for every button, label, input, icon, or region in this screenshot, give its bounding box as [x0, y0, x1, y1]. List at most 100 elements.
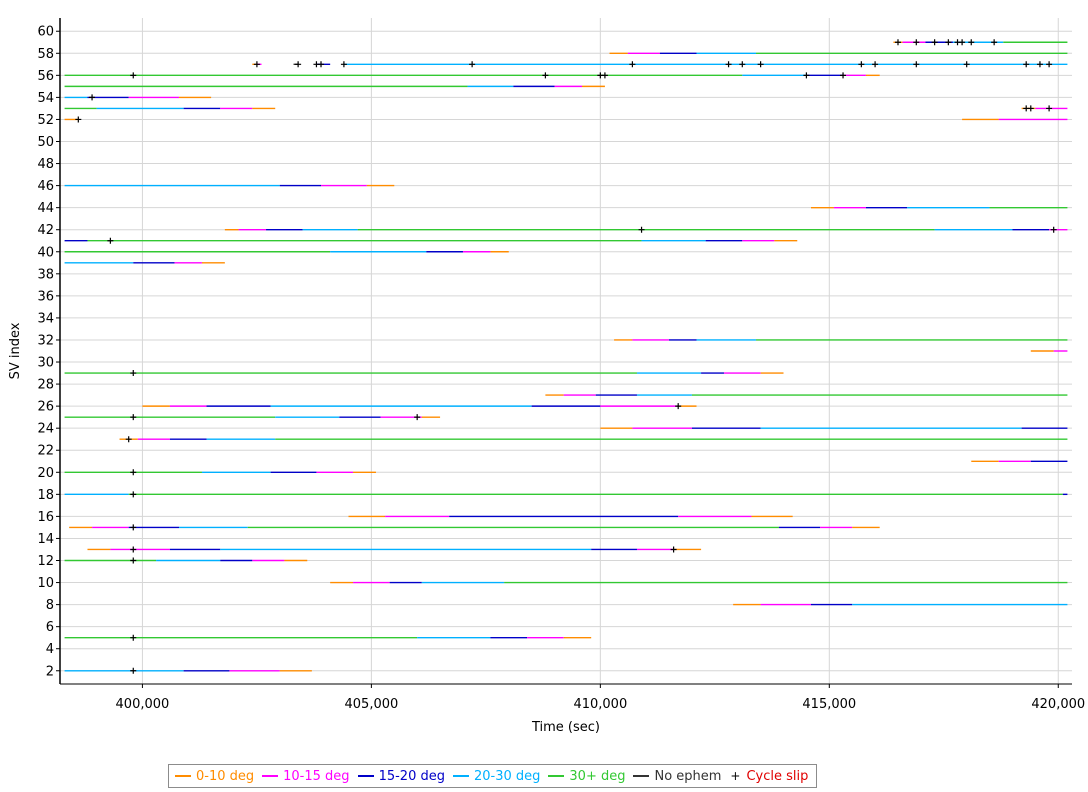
cycle-slip-marker [601, 72, 608, 79]
x-tick-label: 400,000 [116, 697, 170, 712]
cycle-slip-marker [1046, 105, 1053, 112]
cycle-slip-marker [1023, 61, 1030, 68]
cycle-slip-marker [130, 370, 137, 377]
legend-label-15-20: 15-20 deg [378, 768, 445, 784]
legend-label-10-15: 10-15 deg [283, 768, 350, 784]
legend-swatch-no-ephem [633, 775, 650, 777]
legend-item-cycle-slip: + Cycle slip [729, 769, 808, 784]
y-tick-label: 8 [46, 598, 54, 613]
legend-label-cycle-slip: Cycle slip [746, 768, 809, 784]
cycle-slip-marker [130, 469, 137, 476]
legend-swatch-20-30 [452, 775, 469, 777]
y-tick-label: 26 [37, 400, 54, 415]
sv-tracks [64, 41, 1068, 672]
cycle-slip-marker [1027, 105, 1034, 112]
cycle-slip-marker [739, 61, 746, 68]
y-tick-label: 52 [37, 113, 54, 128]
cycle-slip-marker [725, 61, 732, 68]
y-axis-title: SV index [8, 322, 23, 379]
cycle-slip-marker [638, 226, 645, 233]
y-tick-label: 22 [37, 444, 54, 459]
x-tick-label: 405,000 [345, 697, 399, 712]
legend-swatch-10-15 [262, 775, 279, 777]
cycle-slip-marker [130, 546, 137, 553]
cycle-slip-marker [913, 39, 920, 46]
cycle-slip-marker [130, 524, 137, 531]
y-tick-label: 2 [46, 664, 54, 679]
y-tick-label: 56 [37, 69, 54, 84]
y-tick-label: 42 [37, 223, 54, 238]
cycle-slip-marker [1050, 226, 1057, 233]
cycle-slip-marker [991, 39, 998, 46]
cycle-slip-marker [1036, 61, 1043, 68]
y-tick-label: 6 [46, 620, 54, 635]
cycle-slip-marker [130, 72, 137, 79]
cycle-slip-marker [75, 116, 82, 123]
y-tick-label: 30 [37, 356, 54, 371]
y-tick-label: 46 [37, 179, 54, 194]
cycle-slip-marker-icon: + [730, 769, 741, 783]
y-tick-label: 24 [37, 422, 54, 437]
x-tick-label: 415,000 [802, 697, 856, 712]
y-tick-label: 44 [37, 201, 54, 216]
cycle-slip-marker [872, 61, 879, 68]
cycle-slip-marker [340, 61, 347, 68]
cycle-slip-marker [858, 61, 865, 68]
y-tick-label: 34 [37, 311, 54, 326]
y-tick-label: 32 [37, 333, 54, 348]
cycle-slip-marker [469, 61, 476, 68]
legend-item-10-15: 10-15 deg [262, 768, 350, 784]
cycle-slip-marker [675, 403, 682, 410]
y-tick-label: 60 [37, 25, 54, 40]
cycle-slip-marker [959, 39, 966, 46]
y-tick-label: 20 [37, 466, 54, 481]
cycle-slip-marker [963, 61, 970, 68]
legend-label-no-ephem: No ephem [654, 768, 722, 784]
cycle-slip-marker [894, 39, 901, 46]
cycle-slip-marker [945, 39, 952, 46]
cycle-slip-marker [130, 634, 137, 641]
cycle-slip-marker [1046, 61, 1053, 68]
legend-label-30-plus: 30+ deg [569, 768, 626, 784]
y-tick-label: 48 [37, 157, 54, 172]
y-tick-label: 28 [37, 378, 54, 393]
legend-item-30-plus: 30+ deg [548, 769, 625, 784]
cycle-slip-marker [542, 72, 549, 79]
axes [59, 18, 1072, 685]
x-tick-label: 410,000 [573, 697, 627, 712]
cycle-slip-marker [840, 72, 847, 79]
x-ticks: 400,000 405,000 410,000 415,000 420,000 [116, 684, 1085, 712]
cycle-slip-marker [414, 414, 421, 421]
y-tick-label: 10 [37, 576, 54, 591]
legend-item-15-20: 15-20 deg [357, 768, 445, 784]
cycle-slip-marker [130, 557, 137, 564]
legend-label-20-30: 20-30 deg [473, 768, 541, 784]
cycle-slip-marker [931, 39, 938, 46]
x-tick-label: 420,000 [1031, 697, 1085, 712]
cycle-slip-marker [803, 72, 810, 79]
cycle-slip-marker [318, 61, 325, 68]
x-axis-title: Time (sec) [531, 720, 600, 735]
legend: 0-10 deg 10-15 deg 15-20 deg 20-30 deg 3… [168, 764, 818, 788]
legend-swatch-15-20 [357, 775, 374, 777]
plot: 400,000 405,000 410,000 415,000 420,000 2468… [8, 18, 1085, 735]
cycle-slip-marker [130, 667, 137, 674]
cycle-slip-marker [629, 61, 636, 68]
cycle-slip-marker [253, 61, 260, 68]
legend-swatch-0-10 [175, 775, 191, 777]
y-tick-label: 12 [37, 554, 54, 569]
cycle-slip-marker [130, 491, 137, 498]
legend-label-0-10: 0-10 deg [196, 768, 255, 784]
y-tick-label: 40 [37, 245, 54, 260]
cycle-slip-markers [75, 39, 1057, 674]
cycle-slip-marker [295, 61, 302, 68]
cycle-slip-marker [757, 61, 764, 68]
y-tick-label: 4 [46, 642, 54, 657]
y-tick-label: 16 [37, 510, 54, 525]
y-tick-label: 58 [37, 47, 54, 62]
cycle-slip-marker [913, 61, 920, 68]
cycle-slip-marker [89, 94, 96, 101]
y-tick-label: 14 [37, 532, 54, 547]
y-ticks: 2468101214161820222426283032343638404244… [37, 25, 60, 679]
cycle-slip-marker [968, 39, 975, 46]
